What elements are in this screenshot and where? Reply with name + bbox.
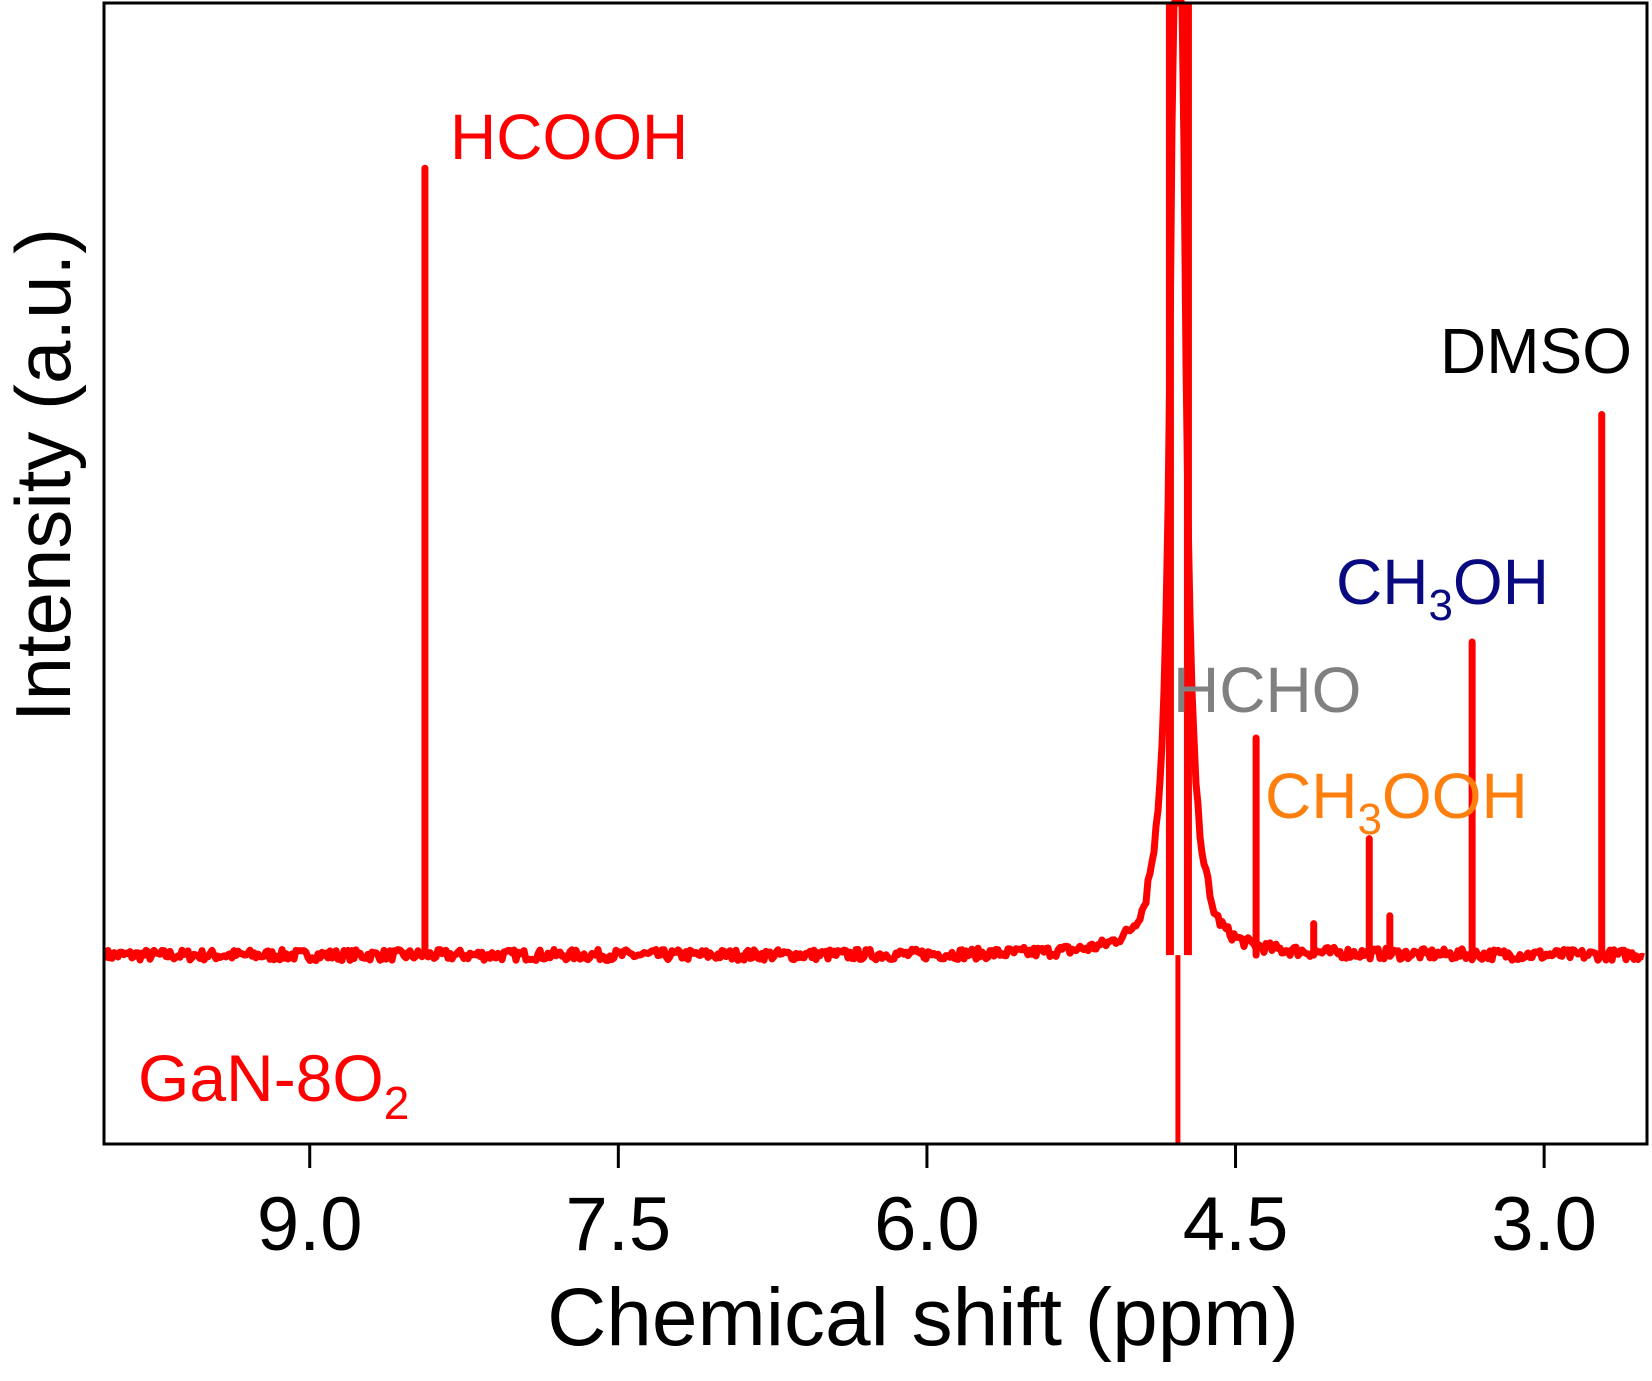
x-tick-label: 9.0 [257, 1182, 363, 1267]
x-tick-label: 3.0 [1491, 1182, 1597, 1267]
x-tick-label: 6.0 [874, 1182, 980, 1267]
annotation-ch3ooh: CH3OOH [1265, 760, 1528, 844]
x-tick-label: 7.5 [566, 1182, 672, 1267]
x-axis: 9.0 7.5 6.0 4.5 3.0 [257, 1144, 1597, 1267]
annotation-ch3oh: CH3OH [1336, 546, 1549, 630]
x-tick-label: 4.5 [1183, 1182, 1289, 1267]
annotation-hcooh: HCOOH [450, 101, 688, 173]
sample-label: GaN-8O2 [138, 1041, 409, 1129]
annotation-dmso: DMSO [1440, 315, 1632, 387]
plot-frame [102, 1, 1649, 1146]
x-axis-label: Chemical shift (ppm) [547, 1272, 1299, 1363]
plot-area [102, 0, 1646, 1144]
annotation-hcho: HCHO [1173, 654, 1361, 726]
y-axis-label: Intensity (a.u.) [0, 228, 87, 722]
